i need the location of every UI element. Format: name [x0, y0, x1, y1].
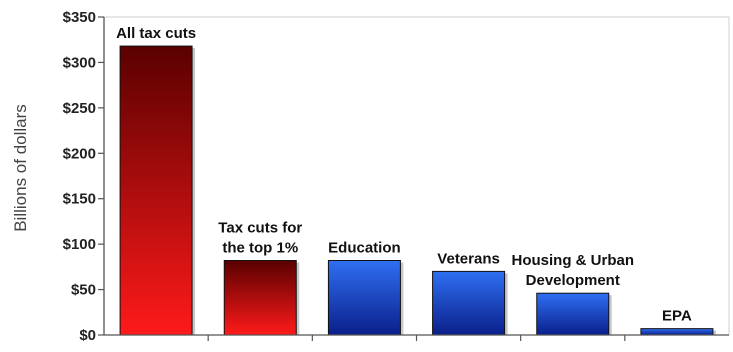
- y-tick-label: $350: [63, 9, 96, 26]
- bar-data-label: Development: [526, 272, 620, 289]
- bar-data-label: Housing & Urban: [512, 252, 635, 269]
- y-tick-label: $50: [71, 282, 96, 299]
- y-tick-label: $200: [63, 145, 96, 162]
- bar: [119, 45, 193, 336]
- bar-data-label: EPA: [662, 308, 692, 325]
- bar: [536, 292, 610, 336]
- bar-data-label: Tax cuts for: [218, 219, 302, 236]
- y-tick-label: $0: [79, 327, 96, 344]
- bar-data-label: Education: [328, 239, 401, 256]
- y-tick-label: $150: [63, 191, 96, 208]
- bar-data-label: Veterans: [437, 250, 500, 267]
- bar-data-label: All tax cuts: [116, 25, 196, 42]
- bar-data-label: the top 1%: [222, 239, 298, 256]
- bar: [640, 328, 714, 336]
- y-tick-label: $100: [63, 236, 96, 253]
- y-tick-label: $250: [63, 100, 96, 117]
- y-tick-label: $300: [63, 54, 96, 71]
- y-axis-title: Billions of dollars: [11, 104, 30, 232]
- bar: [327, 259, 401, 336]
- bar: [432, 270, 506, 336]
- bar: [223, 259, 297, 336]
